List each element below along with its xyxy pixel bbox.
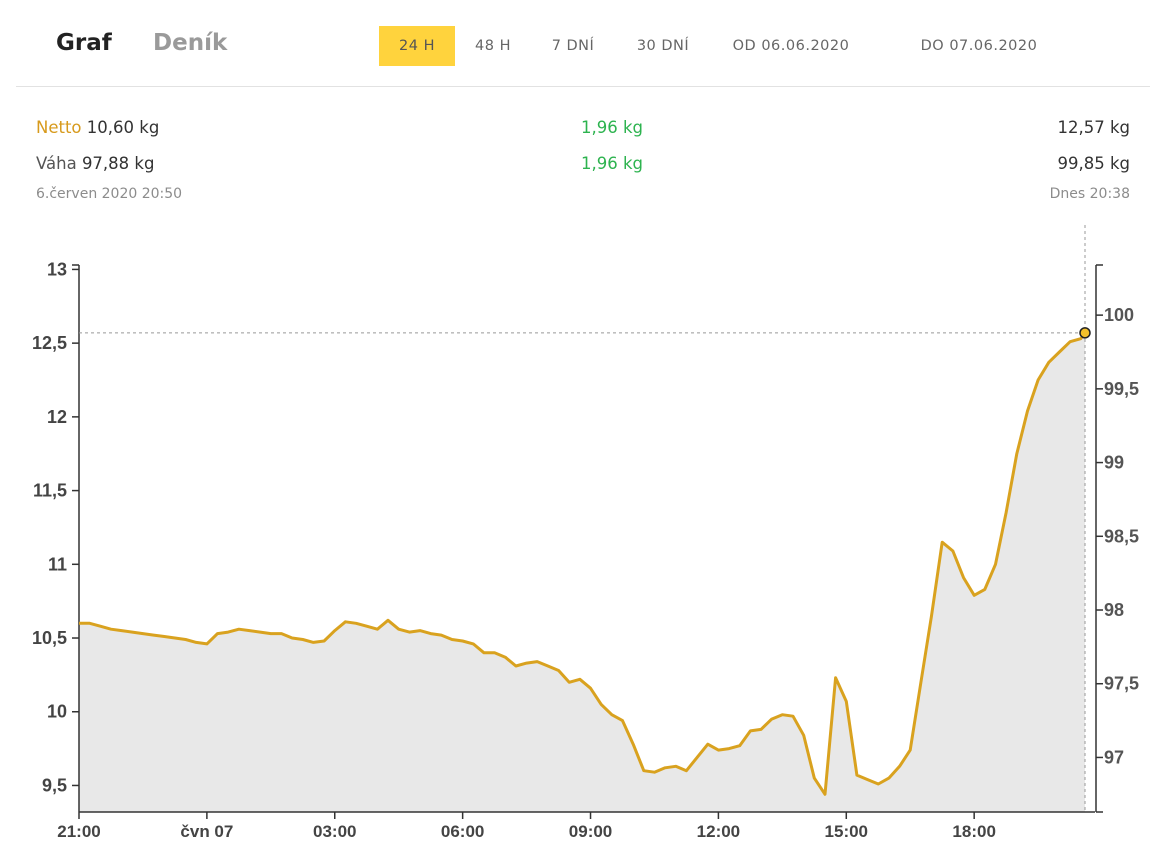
vaha-start-value: 97,88 kg xyxy=(81,154,155,173)
netto-start-value: 10,60 kg xyxy=(86,118,160,137)
vaha-change: 1,96 kg xyxy=(581,154,644,173)
x-tick-label: 18:00 xyxy=(952,822,995,841)
tab-denik[interactable]: Deník xyxy=(153,30,228,56)
right-y-tick-label: 97,5 xyxy=(1104,674,1139,694)
timestamps-row: 6.červen 2020 20:50 Dnes 20:38 xyxy=(36,186,1130,202)
left-y-tick-label: 12,5 xyxy=(32,333,67,353)
x-tick-label: 06:00 xyxy=(441,822,484,841)
x-tick-label: 21:00 xyxy=(57,822,100,841)
range-30d-button[interactable]: 30 DNÍ xyxy=(636,38,690,54)
right-y-tick-label: 99 xyxy=(1104,453,1124,473)
x-tick-label: 12:00 xyxy=(697,822,740,841)
range-48h-button[interactable]: 48 H xyxy=(475,38,511,54)
netto-series-line xyxy=(79,331,1087,796)
right-y-tick-label: 99,5 xyxy=(1104,379,1139,399)
vaha-start: Váha 97,88 kg xyxy=(36,154,154,173)
x-tick-label: čvn 07 xyxy=(180,822,233,841)
right-y-tick-label: 98,5 xyxy=(1104,526,1139,546)
top-bar: Graf Deník 24 H 48 H 7 DNÍ 30 DNÍ OD 06.… xyxy=(16,0,1150,87)
left-y-tick-label: 11 xyxy=(48,554,67,574)
vaha-row: Váha 97,88 kg 1,96 kg 99,85 kg xyxy=(36,154,1130,184)
range-7d-button[interactable]: 7 DNÍ xyxy=(551,38,595,54)
right-y-tick-label: 98 xyxy=(1104,600,1124,620)
left-y-tick-label: 11,5 xyxy=(33,481,67,501)
vaha-end: 99,85 kg xyxy=(1057,154,1130,173)
end-timestamp: Dnes 20:38 xyxy=(1049,186,1130,202)
netto-end: 12,57 kg xyxy=(1057,118,1130,137)
left-y-tick-label: 12 xyxy=(47,407,67,427)
left-y-tick-label: 10 xyxy=(47,702,67,722)
hover-point-marker xyxy=(1079,327,1091,339)
left-y-tick-label: 10,5 xyxy=(32,628,67,648)
left-y-tick-label: 13 xyxy=(47,259,67,279)
left-y-tick-label: 9,5 xyxy=(42,775,67,795)
netto-row: Netto 10,60 kg 1,96 kg 12,57 kg xyxy=(36,118,1130,148)
tab-graf[interactable]: Graf xyxy=(56,30,112,56)
netto-label: Netto xyxy=(36,118,82,137)
netto-start: Netto 10,60 kg xyxy=(36,118,159,137)
right-y-tick-label: 100 xyxy=(1104,305,1134,325)
netto-change: 1,96 kg xyxy=(581,118,644,137)
vaha-label: Váha xyxy=(36,154,77,173)
start-timestamp: 6.červen 2020 20:50 xyxy=(36,186,183,202)
range-24h-button[interactable]: 24 H xyxy=(379,26,455,66)
x-tick-label: 03:00 xyxy=(313,822,356,841)
x-tick-label: 09:00 xyxy=(569,822,612,841)
date-from-picker[interactable]: OD 06.06.2020 xyxy=(732,38,850,54)
right-y-tick-label: 97 xyxy=(1104,747,1124,767)
date-to-picker[interactable]: DO 07.06.2020 xyxy=(920,38,1038,54)
chart-area-fill xyxy=(79,332,1085,812)
x-tick-label: 15:00 xyxy=(825,822,868,841)
